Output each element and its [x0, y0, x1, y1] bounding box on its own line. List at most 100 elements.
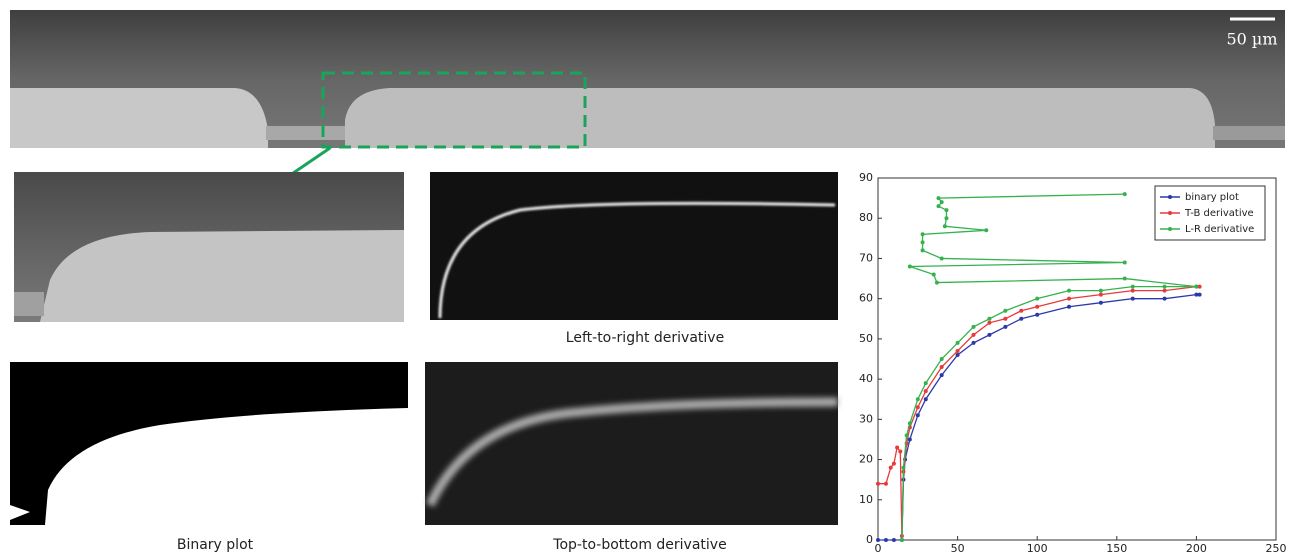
x-tick-label: 0	[875, 542, 882, 552]
legend-label: L-R derivative	[1185, 224, 1254, 235]
marker	[899, 538, 904, 542]
marker	[1162, 288, 1167, 293]
caption: Top-to-bottom derivative	[552, 537, 726, 552]
marker	[1122, 260, 1127, 265]
marker	[1194, 292, 1199, 297]
marker	[920, 232, 925, 237]
marker	[955, 340, 960, 345]
marker	[888, 465, 893, 470]
marker	[1130, 288, 1135, 293]
marker	[1098, 292, 1103, 297]
legend-label: T-B derivative	[1184, 208, 1254, 219]
marker	[1122, 192, 1127, 197]
marker	[936, 204, 941, 209]
marker	[934, 280, 939, 285]
marker	[1019, 316, 1024, 321]
marker	[907, 421, 912, 426]
marker	[939, 256, 944, 261]
lr-edge	[438, 201, 836, 319]
marker	[955, 348, 960, 353]
marker	[1003, 324, 1008, 329]
legend-label: binary plot	[1185, 192, 1239, 203]
marker	[907, 264, 912, 269]
marker	[1067, 288, 1072, 293]
marker	[931, 272, 936, 277]
binary-region	[45, 408, 408, 525]
tb-derivative-image	[425, 362, 838, 525]
zoom-droplet	[40, 230, 404, 322]
marker	[876, 481, 880, 486]
droplet	[10, 88, 268, 148]
y-tick-label: 20	[859, 453, 873, 466]
marker	[923, 397, 928, 402]
marker	[923, 389, 928, 394]
marker	[891, 538, 896, 542]
y-tick-label: 40	[859, 372, 873, 385]
tb-edge	[425, 397, 839, 507]
marker	[920, 248, 925, 253]
scale-label: 50 µm	[1226, 30, 1277, 49]
legend-marker	[1168, 211, 1172, 215]
marker	[939, 373, 944, 378]
y-tick-label: 30	[859, 412, 873, 425]
caption: Left-to-right derivative	[566, 330, 724, 346]
marker	[936, 196, 941, 201]
x-tick-label: 100	[1027, 542, 1048, 552]
marker	[1130, 284, 1135, 289]
marker	[915, 413, 920, 418]
marker	[1035, 296, 1040, 301]
marker	[971, 332, 976, 337]
series-line	[901, 193, 1197, 541]
y-tick-label: 0	[866, 533, 873, 546]
marker	[987, 332, 992, 337]
marker	[987, 320, 992, 325]
marker	[895, 445, 900, 450]
x-tick-label: 250	[1266, 542, 1287, 552]
marker	[1003, 308, 1008, 313]
marker	[1035, 312, 1040, 317]
marker	[1003, 316, 1008, 321]
marker	[1067, 304, 1072, 309]
marker	[898, 449, 903, 454]
marker	[1197, 284, 1202, 289]
marker	[1194, 284, 1199, 289]
channel	[1213, 126, 1285, 140]
marker	[987, 316, 992, 321]
marker	[915, 405, 920, 410]
marker	[891, 461, 896, 466]
marker	[923, 381, 928, 386]
marker	[944, 208, 949, 213]
x-tick-label: 50	[951, 542, 965, 552]
marker	[876, 538, 880, 542]
legend-marker	[1168, 195, 1172, 199]
marker	[1067, 296, 1072, 301]
marker	[1122, 276, 1127, 281]
caption: Binary plot	[177, 537, 254, 552]
marker	[971, 324, 976, 329]
legend-marker	[1168, 227, 1172, 231]
marker	[939, 200, 944, 205]
y-tick-label: 90	[859, 171, 873, 184]
marker	[920, 240, 925, 245]
marker	[939, 357, 944, 361]
marker	[1098, 288, 1103, 293]
marker	[883, 481, 888, 486]
droplet	[345, 88, 1215, 148]
marker	[901, 465, 906, 470]
marker	[939, 365, 944, 370]
marker	[984, 228, 989, 233]
marker	[955, 352, 960, 357]
zoom-channel	[14, 292, 44, 316]
marker	[883, 538, 888, 542]
x-tick-label: 200	[1186, 542, 1207, 552]
marker	[915, 397, 920, 402]
marker	[1019, 308, 1024, 313]
marker	[1162, 296, 1167, 301]
marker	[1197, 292, 1202, 297]
y-tick-label: 60	[859, 292, 873, 305]
marker	[907, 437, 912, 442]
chart: 0 50 100 150 200 250 0 10 20 30 40 50 60 70 80 90 binary…	[859, 171, 1287, 555]
marker	[971, 340, 976, 345]
